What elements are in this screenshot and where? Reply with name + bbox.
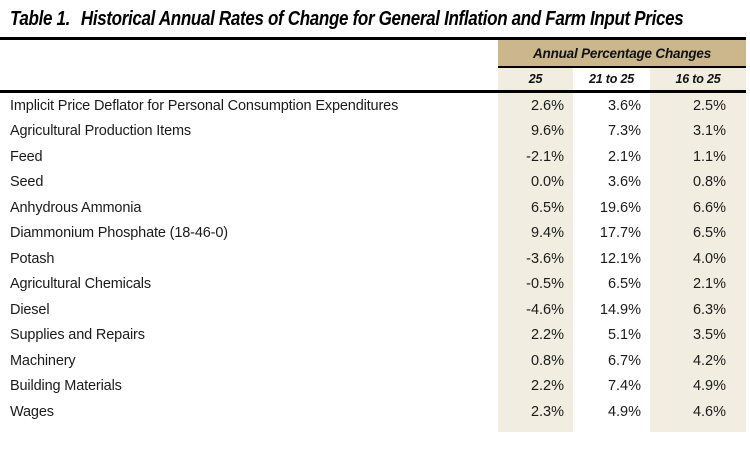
value-21to25: 4.9% xyxy=(607,403,641,420)
value-25: 2.2% xyxy=(498,373,573,399)
value-16to25: 2.5% xyxy=(650,91,747,119)
row-label: Machinery xyxy=(10,352,76,369)
header-spacer-cell xyxy=(0,67,498,93)
rates-table: Annual Percentage Changes 25 21 to 25 16… xyxy=(0,40,747,432)
value-25: 2.6% xyxy=(498,91,573,119)
value-21to25: 6.5% xyxy=(607,276,641,293)
table-row: Implicit Price Deflator for Personal Con… xyxy=(0,91,747,119)
table-row: Diesel -4.6% 14.9% 6.3% xyxy=(0,297,747,323)
row-label: Feed xyxy=(10,148,43,165)
row-label: Building Materials xyxy=(10,378,122,395)
value-16to25: 6.3% xyxy=(650,297,747,323)
value-16to25: 3.5% xyxy=(650,322,747,348)
row-label: Agricultural Production Items xyxy=(10,123,192,140)
value-21to25: 17.7% xyxy=(599,225,641,242)
value-16to25: 4.9% xyxy=(650,373,747,399)
value-25: -0.5% xyxy=(498,271,573,297)
value-16to25: 4.6% xyxy=(650,399,747,425)
table-row: Potash -3.6% 12.1% 4.0% xyxy=(0,246,747,272)
footer-spacer-cell xyxy=(573,425,650,432)
value-21to25: 3.6% xyxy=(607,97,641,114)
value-16to25: 4.2% xyxy=(650,348,747,374)
value-16to25: 4.0% xyxy=(650,246,747,272)
value-21to25: 2.1% xyxy=(607,148,641,165)
row-label: Agricultural Chemicals xyxy=(10,276,151,293)
value-21to25: 7.3% xyxy=(607,123,641,140)
footer-stripe-cell xyxy=(498,424,573,432)
footer-stripe-cell xyxy=(650,424,747,432)
row-label: Seed xyxy=(10,174,44,191)
row-label: Potash xyxy=(10,250,55,267)
row-label: Diammonium Phosphate (18-46-0) xyxy=(10,225,228,242)
value-16to25: 1.1% xyxy=(650,144,747,170)
table-row: Anhydrous Ammonia 6.5% 19.6% 6.6% xyxy=(0,195,747,221)
table-title: Table 1. Historical Annual Rates of Chang… xyxy=(10,7,684,31)
value-25: 6.5% xyxy=(498,195,573,221)
column-header-row: 25 21 to 25 16 to 25 xyxy=(0,67,747,93)
value-21to25: 12.1% xyxy=(599,250,641,267)
row-label: Supplies and Repairs xyxy=(10,327,145,344)
row-label: Implicit Price Deflator for Personal Con… xyxy=(10,97,399,114)
column-footer-padding xyxy=(0,424,747,432)
value-16to25: 2.1% xyxy=(650,271,747,297)
value-16to25: 3.1% xyxy=(650,118,747,144)
value-25: 9.6% xyxy=(498,118,573,144)
value-25: 2.3% xyxy=(498,399,573,425)
value-16to25: 6.6% xyxy=(650,195,747,221)
table-row: Building Materials 2.2% 7.4% 4.9% xyxy=(0,373,747,399)
title-rule xyxy=(0,37,746,40)
table-row: Feed -2.1% 2.1% 1.1% xyxy=(0,144,747,170)
value-16to25: 0.8% xyxy=(650,169,747,195)
value-25: -3.6% xyxy=(498,246,573,272)
table-row: Seed 0.0% 3.6% 0.8% xyxy=(0,169,747,195)
table-number: Table 1. xyxy=(10,7,71,30)
value-25: 0.8% xyxy=(498,348,573,374)
footer-spacer-cell xyxy=(0,425,498,432)
row-label: Diesel xyxy=(10,301,50,318)
table-row: Supplies and Repairs 2.2% 5.1% 3.5% xyxy=(0,322,747,348)
column-header-16to25: 16 to 25 xyxy=(650,67,747,93)
value-25: 0.0% xyxy=(498,169,573,195)
value-25: -2.1% xyxy=(498,144,573,170)
row-label: Anhydrous Ammonia xyxy=(10,199,142,216)
column-header-21to25: 21 to 25 xyxy=(573,67,650,93)
value-25: -4.6% xyxy=(498,297,573,323)
value-21to25: 7.4% xyxy=(607,378,641,395)
header-spacer-cell xyxy=(0,40,498,67)
table-row: Agricultural Production Items 9.6% 7.3% … xyxy=(0,118,747,144)
table-row: Machinery 0.8% 6.7% 4.2% xyxy=(0,348,747,374)
value-21to25: 3.6% xyxy=(607,174,641,191)
value-21to25: 19.6% xyxy=(599,199,641,216)
group-header-cell: Annual Percentage Changes xyxy=(498,40,747,68)
value-16to25: 6.5% xyxy=(650,220,747,246)
value-25: 2.2% xyxy=(498,322,573,348)
row-label: Wages xyxy=(10,403,54,420)
table-row: Diammonium Phosphate (18-46-0) 9.4% 17.7… xyxy=(0,220,747,246)
table-row: Wages 2.3% 4.9% 4.6% xyxy=(0,399,747,425)
table-title-text: Historical Annual Rates of Change for Ge… xyxy=(80,7,684,30)
table-row: Agricultural Chemicals -0.5% 6.5% 2.1% xyxy=(0,271,747,297)
column-header-25: 25 xyxy=(498,67,573,93)
group-header-row: Annual Percentage Changes xyxy=(0,40,747,68)
value-21to25: 6.7% xyxy=(607,352,641,369)
value-25: 9.4% xyxy=(498,220,573,246)
value-21to25: 5.1% xyxy=(607,327,641,344)
value-21to25: 14.9% xyxy=(599,301,641,318)
